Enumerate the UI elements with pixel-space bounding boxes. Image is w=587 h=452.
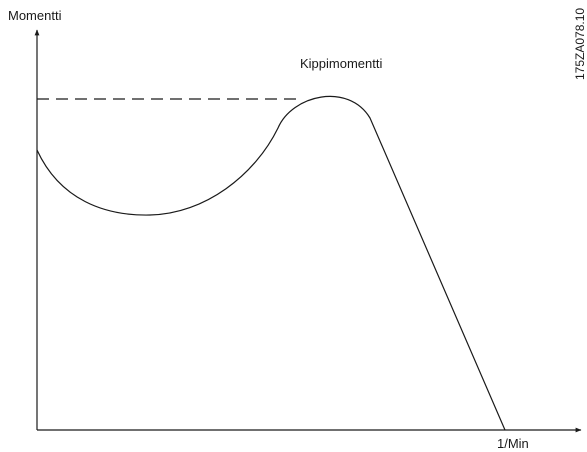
x-axis-label: 1/Min	[497, 436, 529, 451]
peak-label: Kippimomentti	[300, 56, 382, 71]
figure-code: 175ZA078.10	[573, 8, 587, 80]
y-axis-label: Momentti	[8, 8, 62, 23]
torque-curve	[36, 95, 506, 431]
